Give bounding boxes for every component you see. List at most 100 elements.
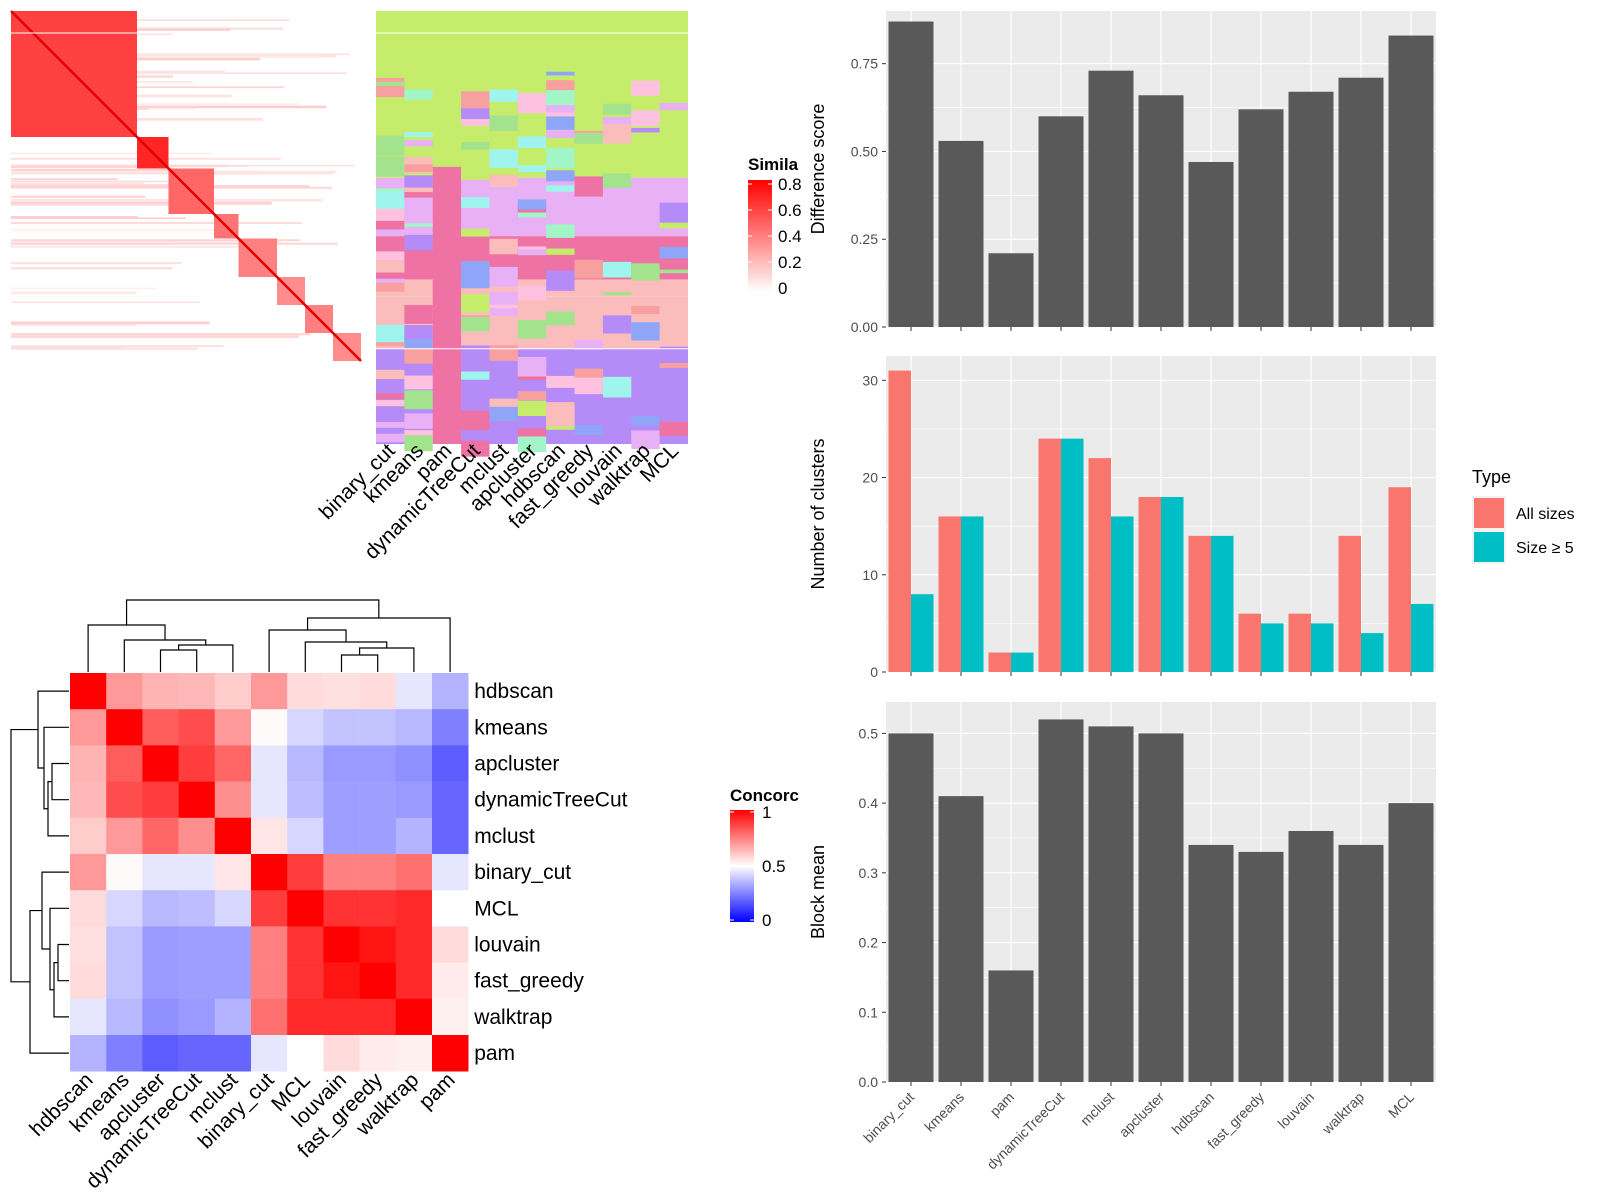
similarity-noise (11, 198, 201, 201)
membership-segment (602, 261, 632, 278)
concordance-cell (251, 817, 288, 855)
similarity-noise (11, 53, 351, 56)
membership-segment (574, 368, 603, 379)
y-tick-label: 0.1 (859, 1004, 879, 1020)
concordance-cell (214, 998, 252, 1036)
membership-segment (376, 400, 405, 407)
membership-segment (546, 80, 575, 94)
membership-segment (546, 116, 575, 130)
membership-segment (376, 156, 405, 177)
membership-segment (461, 345, 490, 356)
similarity-noise (11, 27, 283, 30)
concordance-cell (323, 781, 360, 819)
concordance-cell (359, 781, 397, 819)
x-tick-label: binary_cut (860, 1089, 917, 1146)
similarity-noise (11, 182, 145, 185)
bar (1238, 109, 1284, 327)
concordance-cell (70, 673, 107, 710)
similarity-legend: Simila 0.8 0.6 0.4 0.2 0 (748, 155, 802, 298)
membership-segment (546, 375, 575, 390)
membership-segment (489, 238, 518, 255)
concordance-cell (106, 890, 143, 927)
membership-segment (404, 191, 433, 198)
concordance-row-label: binary_cut (474, 861, 571, 884)
membership-segment (659, 346, 688, 364)
membership-segment (574, 377, 603, 395)
membership-segment (517, 320, 547, 339)
concordance-cell (432, 890, 469, 927)
membership-segment (376, 190, 405, 209)
dendrogram-branch (49, 907, 69, 991)
membership-segment (517, 391, 547, 401)
membership-segment (517, 436, 547, 453)
similarity-legend-tick: 0.6 (778, 201, 802, 220)
concordance-cell (178, 890, 216, 927)
membership-segment (659, 246, 688, 259)
membership-segment (631, 416, 660, 426)
concordance-cell (432, 709, 469, 746)
membership-segment (517, 93, 547, 114)
membership-segment (631, 110, 660, 127)
concordance-cell (106, 817, 143, 855)
concordance-column-label: pam (414, 1068, 459, 1113)
membership-heatmap (376, 11, 688, 457)
similarity-noise (11, 105, 327, 109)
similarity-noise (11, 239, 300, 242)
concordance-cell (178, 854, 216, 891)
concordance-row-label: hdbscan (474, 680, 553, 703)
bar (1338, 535, 1361, 672)
membership-segment (461, 316, 490, 332)
membership-segment (489, 304, 518, 309)
membership-segment (376, 81, 405, 86)
membership-segment (404, 435, 433, 452)
membership-segment (489, 345, 518, 361)
dendrogram-branch (37, 690, 69, 769)
membership-segment (517, 199, 547, 210)
bar (1288, 613, 1311, 672)
concordance-cell (323, 926, 360, 963)
similarity-noise (11, 152, 212, 155)
block-mean-chart: 0.0 0.1 0.2 0.3 0.4 0.5 Block mean binary_cut km… (808, 702, 1436, 1172)
concordance-cell (432, 998, 469, 1036)
y-tick-label: 0.50 (851, 143, 878, 159)
bar (1038, 438, 1061, 672)
similarity-noise (11, 217, 186, 220)
membership-segment (517, 246, 547, 251)
bar (1188, 161, 1234, 327)
concordance-cell (287, 817, 324, 855)
membership-segment (546, 248, 575, 255)
legend-key (1474, 498, 1504, 528)
membership-segment (376, 135, 405, 156)
concordance-cell (395, 709, 433, 746)
y-tick-label: 0.3 (859, 865, 879, 881)
concordance-cell (395, 854, 433, 891)
dendrogram-branch (178, 644, 234, 672)
similarity-noise (11, 335, 300, 339)
membership-segment (461, 168, 490, 180)
concordance-cell (142, 890, 179, 927)
legend-key (1474, 532, 1504, 562)
bar (1188, 844, 1234, 1082)
bar (888, 21, 934, 328)
membership-segment (376, 282, 405, 292)
concordance-cell (251, 745, 288, 782)
similarity-noise (11, 178, 119, 181)
concordance-cell (214, 745, 252, 782)
concordance-cell (287, 709, 324, 746)
concordance-cell (323, 962, 360, 1000)
concordance-cell (214, 1035, 252, 1072)
concordance-cell (359, 962, 397, 1000)
difference-score-chart: 0.00 0.25 0.50 0.75 Difference score (808, 11, 1436, 335)
bar (938, 516, 961, 672)
bar (1011, 652, 1034, 672)
bar (1211, 535, 1234, 672)
concordance-cell (287, 998, 324, 1036)
concordance-cell (432, 673, 469, 710)
dendrogram-branch (57, 943, 69, 982)
similarity-legend-tick: 0 (778, 279, 787, 298)
bar (888, 370, 911, 672)
concordance-cell (70, 745, 107, 782)
bar (1138, 496, 1161, 672)
similarity-noise (11, 229, 215, 231)
membership-segment (489, 101, 518, 121)
